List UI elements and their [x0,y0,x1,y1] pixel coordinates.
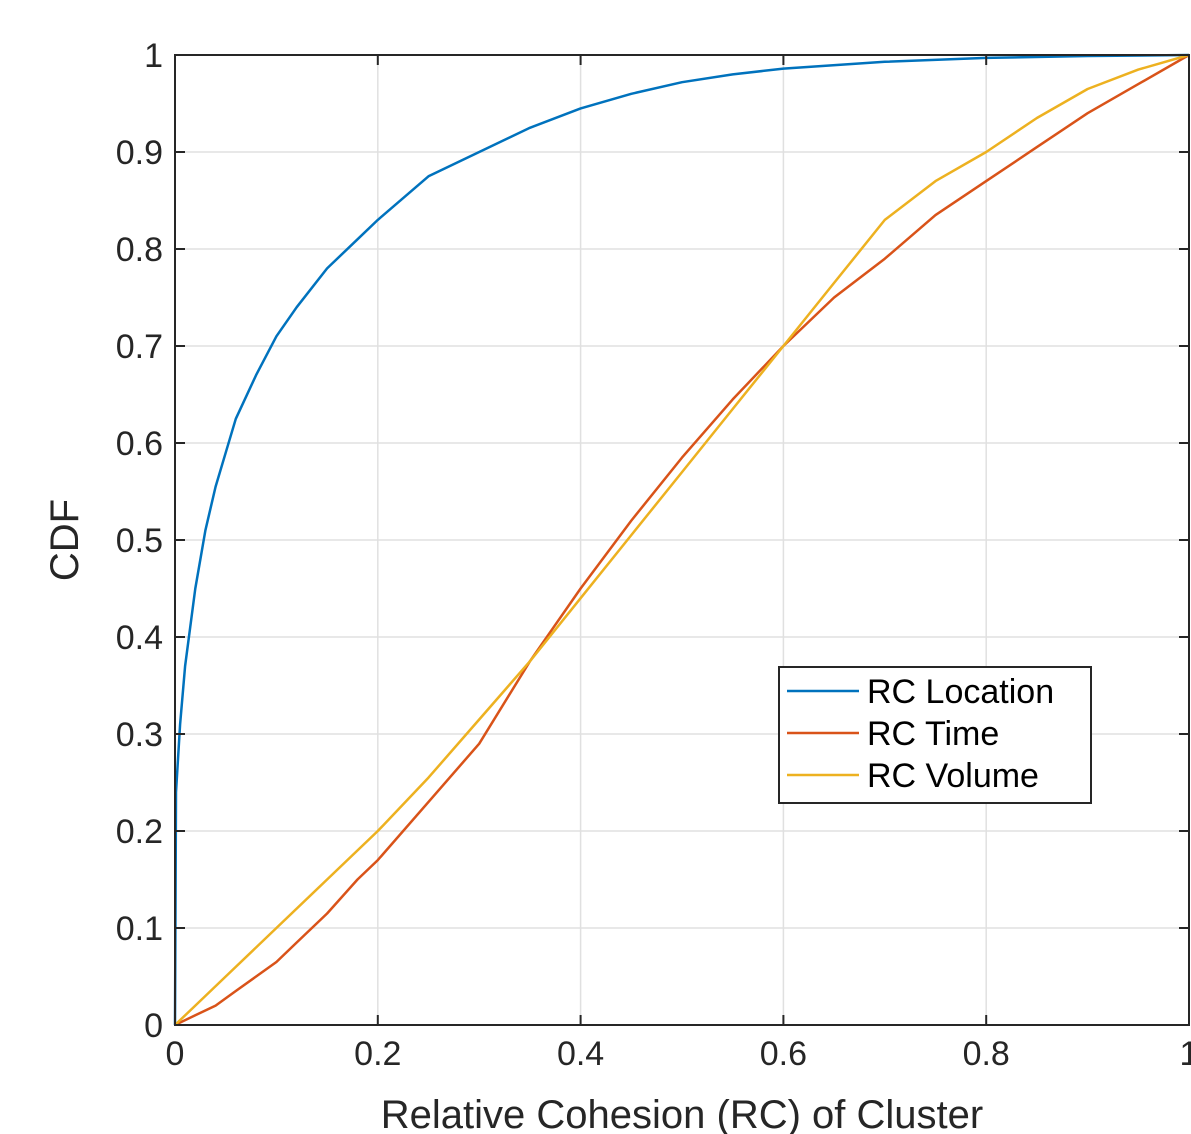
ticks: 0 0.2 0.4 0.6 0.8 1 0 0.1 0.2 0.3 0.4 0.5 0.6 0.7 0.8 0… [116,37,1191,1073]
y-tick-label: 0 [144,1007,163,1045]
x-tick-label: 0.4 [557,1035,604,1073]
y-tick-label: 0.5 [116,522,163,560]
y-tick-label: 0.6 [116,425,163,463]
y-tick-label: 0.4 [116,619,163,657]
y-tick-label: 0.2 [116,813,163,851]
y-tick-label: 0.7 [116,328,163,366]
x-tick-label: 0.6 [760,1035,807,1073]
y-tick-label: 0.9 [116,134,163,172]
y-tick-label: 0.8 [116,231,163,269]
x-tick-label: 0 [166,1035,185,1073]
legend-label: RC Time [867,715,999,753]
legend-label: RC Location [867,673,1054,711]
legend: RC Location RC Time RC Volume [779,667,1091,803]
y-tick-label: 0.3 [116,716,163,754]
legend-label: RC Volume [867,757,1039,795]
x-tick-label: 0.8 [963,1035,1010,1073]
x-axis-title: Relative Cohesion (RC) of Cluster [381,1093,983,1134]
y-axis-title: CDF [43,499,87,581]
y-tick-label: 1 [144,37,163,75]
x-tick-label: 0.2 [354,1035,401,1073]
y-tick-label: 0.1 [116,910,163,948]
x-tick-label: 1 [1180,1035,1191,1073]
